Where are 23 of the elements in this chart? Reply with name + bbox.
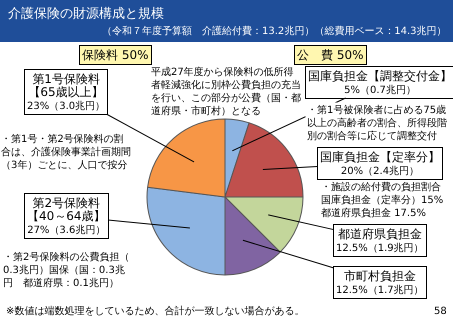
text: ・第1号・第2号保険料の割合は、介護保険事業計画期間（3年）ごとに、人口で按分 — [1, 133, 131, 171]
data-label: 12.5%（1.7兆円） — [336, 284, 424, 296]
text: ・施設の給付費の負担割合国庫負担金（定率分）15%都道府県負担金 17.5% — [321, 181, 444, 219]
data-label: 12.5%（1.9兆円） — [336, 242, 424, 254]
slice-label: 都道府県負担金 — [338, 227, 422, 241]
slice-label: 市町村負担金 — [344, 269, 416, 283]
chart-title: 介護保険の財源構成と規模 — [8, 6, 164, 22]
text: ・第2号保険料の公費負担（0.3兆円）国保（国：0.3兆円 都道府県：0.1兆円） — [3, 251, 130, 289]
data-label: 27%（3.6兆円） — [27, 224, 106, 236]
slice-label: 国庫負担金【調整交付金】 — [308, 69, 452, 83]
slice-label: 第1号保険料【65歳以上】 — [28, 72, 104, 99]
slice-label: 国庫負担金【定率分】 — [320, 150, 440, 164]
data-label: 23%（3.0兆円） — [27, 100, 106, 112]
text: ・第1号被保険者に占める75歳以上の高齢者の割合、所得段階別の割合等に応じて調整交付 — [307, 104, 447, 142]
data-label: 20%（2.4兆円） — [340, 165, 420, 177]
text: 保険料 50% — [82, 48, 148, 62]
chart-subtitle: （令和７年度予算額 介護給付費：13.2兆円）（総費用ベース：14.3兆円） — [102, 25, 447, 37]
text: ※数値は端数処理をしているため、合計が一致しない場合がある。 — [6, 305, 304, 317]
data-label: 5%（0.7兆円） — [344, 84, 416, 96]
slice-label: 第2号保険料【40～64歳】 — [27, 196, 106, 223]
text: 平成27年度から保険料の低所得者軽減強化に別枠公費負担の充当を行い、この部分が公費（国・都道府県・市町村）となる — [151, 66, 301, 117]
text: 公 費 50% — [297, 48, 364, 62]
text: 58 — [434, 306, 447, 317]
